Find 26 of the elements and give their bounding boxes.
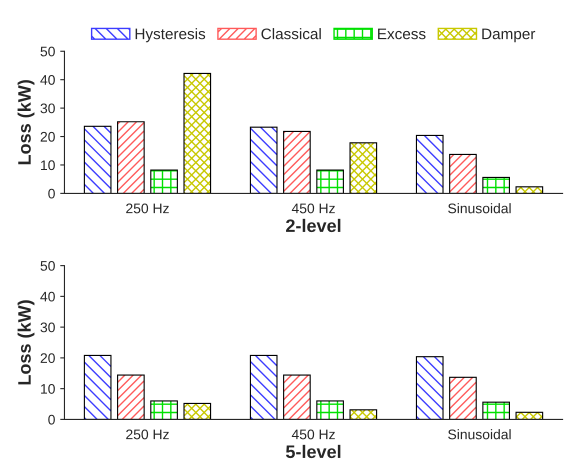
y-tick-label: 20 bbox=[40, 353, 55, 364]
y-tick-label: 40 bbox=[40, 75, 55, 85]
y-axis-title: Loss (kW) bbox=[18, 300, 34, 384]
y-tick-label: 0 bbox=[48, 188, 55, 199]
y-tick-label: 30 bbox=[40, 322, 55, 332]
legend-label: Classical bbox=[261, 28, 321, 40]
y-tick-label: 10 bbox=[41, 160, 55, 170]
y-tick-label: 30 bbox=[40, 103, 55, 114]
x-tick-label: 250 Hz bbox=[126, 203, 169, 214]
legend-label: Hysteresis bbox=[136, 28, 206, 42]
y-tick-label: 20 bbox=[40, 132, 55, 142]
legend-label: Excess bbox=[378, 28, 426, 40]
y-tick-label: 50 bbox=[40, 260, 55, 271]
x-tick-label: 450 Hz bbox=[292, 203, 335, 214]
y-tick-label: 40 bbox=[40, 292, 55, 302]
y-tick-label: 50 bbox=[40, 46, 55, 56]
y-tick-label: 0 bbox=[48, 414, 55, 425]
x-tick-label: Sinusoidal bbox=[448, 203, 511, 214]
x-tick-label: 450 Hz bbox=[292, 429, 335, 440]
x-tick-label: Sinusoidal bbox=[448, 429, 511, 440]
x-tick-label: 250 Hz bbox=[126, 429, 169, 440]
x-axis-title: 5-level bbox=[286, 444, 340, 458]
y-tick-label: 10 bbox=[41, 384, 55, 394]
y-axis-title: Loss (kW) bbox=[18, 80, 34, 164]
x-axis-title: 2-level bbox=[286, 218, 340, 232]
legend-label: Damper bbox=[482, 28, 536, 42]
